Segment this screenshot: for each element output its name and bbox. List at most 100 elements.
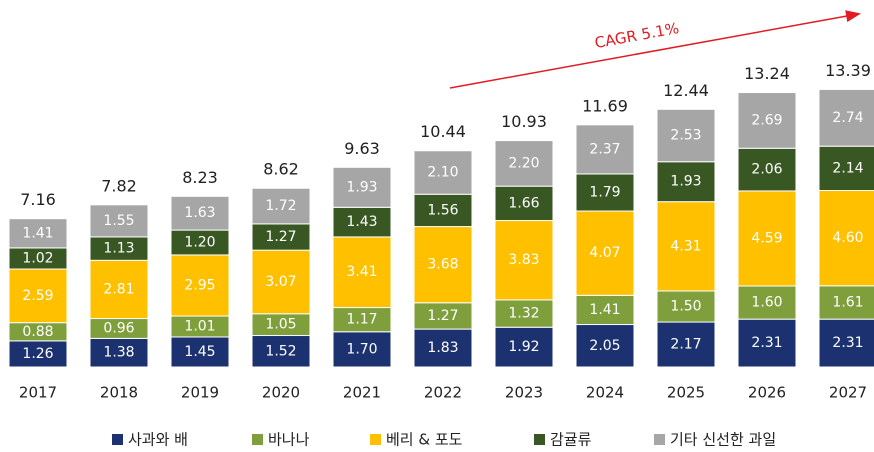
bar-segment bbox=[737, 318, 797, 368]
value-label: 1.26 bbox=[22, 346, 53, 362]
value-label: 1.17 bbox=[346, 312, 377, 328]
value-label: 1.13 bbox=[103, 241, 134, 257]
total-label: 12.44 bbox=[663, 81, 709, 100]
value-label: 1.20 bbox=[184, 235, 215, 251]
value-label: 0.88 bbox=[22, 324, 53, 340]
bar-segment bbox=[89, 337, 149, 368]
total-label: 11.69 bbox=[582, 96, 628, 115]
bar-segment bbox=[251, 187, 311, 225]
value-label: 2.06 bbox=[751, 162, 782, 178]
value-label: 1.93 bbox=[346, 179, 377, 195]
value-label: 1.83 bbox=[427, 340, 458, 356]
value-label: 1.61 bbox=[832, 294, 863, 310]
legend-label: 감귤류 bbox=[550, 431, 592, 449]
bar-segment bbox=[494, 220, 554, 301]
value-label: 2.69 bbox=[751, 112, 782, 128]
bar-segment bbox=[737, 285, 797, 320]
bar-segment bbox=[656, 201, 716, 292]
value-label: 3.68 bbox=[427, 257, 458, 273]
bar-segment bbox=[8, 268, 68, 324]
value-label: 2.31 bbox=[751, 335, 782, 351]
bar-segment bbox=[413, 226, 473, 304]
bar-segment bbox=[413, 150, 473, 195]
bar-segment bbox=[575, 210, 635, 296]
bar-segment bbox=[737, 190, 797, 287]
value-label: 1.93 bbox=[670, 174, 701, 190]
value-label: 1.56 bbox=[427, 202, 458, 218]
value-label: 1.63 bbox=[184, 205, 215, 221]
bar-segment bbox=[413, 328, 473, 368]
bar-segment bbox=[656, 161, 716, 203]
value-label: 3.07 bbox=[265, 274, 296, 290]
bar-segment bbox=[656, 290, 716, 323]
value-label: 1.72 bbox=[265, 198, 296, 214]
value-label: 4.59 bbox=[751, 230, 782, 246]
legend-swatch bbox=[534, 434, 545, 445]
x-tick-label: 2019 bbox=[181, 384, 219, 402]
bar-segment bbox=[8, 218, 68, 249]
value-label: 4.60 bbox=[832, 230, 863, 246]
value-label: 1.92 bbox=[508, 339, 539, 355]
total-label: 10.93 bbox=[501, 112, 547, 131]
value-label: 1.32 bbox=[508, 306, 539, 322]
value-label: 1.43 bbox=[346, 214, 377, 230]
value-label: 2.81 bbox=[103, 281, 134, 297]
x-tick-label: 2027 bbox=[829, 384, 867, 402]
legend-swatch bbox=[654, 434, 665, 445]
value-label: 2.59 bbox=[22, 288, 53, 304]
value-label: 2.05 bbox=[589, 338, 620, 354]
value-label: 1.60 bbox=[751, 295, 782, 311]
total-label: 8.23 bbox=[182, 168, 218, 187]
bar-segment bbox=[575, 124, 635, 175]
value-label: 2.74 bbox=[832, 110, 863, 126]
annotation: CAGR 5.1% bbox=[593, 19, 680, 52]
bar-segment bbox=[170, 195, 230, 231]
value-label: 1.38 bbox=[103, 345, 134, 361]
total-label: 10.44 bbox=[420, 122, 466, 141]
value-label: 1.27 bbox=[265, 229, 296, 245]
bar-segment bbox=[332, 206, 392, 238]
total-label: 7.82 bbox=[101, 176, 137, 195]
bar-segment bbox=[818, 88, 874, 147]
trend-arrow bbox=[449, 10, 861, 89]
value-label: 2.17 bbox=[670, 337, 701, 353]
x-tick-label: 2025 bbox=[667, 384, 705, 402]
bar-segment bbox=[413, 193, 473, 228]
value-label: 3.83 bbox=[508, 252, 539, 268]
total-label: 13.39 bbox=[825, 61, 871, 80]
total-label: 13.24 bbox=[744, 64, 790, 83]
x-tick-label: 2024 bbox=[586, 384, 624, 402]
x-tick-label: 2023 bbox=[505, 384, 543, 402]
bar-segment bbox=[494, 185, 554, 222]
bar-segment bbox=[251, 249, 311, 315]
x-tick-label: 2020 bbox=[262, 384, 300, 402]
bar-segment bbox=[575, 294, 635, 326]
value-label: 2.10 bbox=[427, 164, 458, 180]
bar-segment bbox=[656, 108, 716, 163]
value-label: 1.02 bbox=[22, 250, 53, 266]
x-tick-label: 2017 bbox=[19, 384, 57, 402]
value-label: 1.50 bbox=[670, 299, 701, 315]
bar-segment bbox=[170, 229, 230, 256]
legend-label: 베리 & 포도 bbox=[386, 431, 463, 449]
bar-segment bbox=[251, 223, 311, 251]
total-label: 9.63 bbox=[344, 139, 380, 158]
bar-segment bbox=[818, 285, 874, 320]
value-label: 2.53 bbox=[670, 128, 701, 144]
bar-segment bbox=[170, 336, 230, 368]
x-tick-label: 2026 bbox=[748, 384, 786, 402]
bar-segment bbox=[332, 236, 392, 309]
value-label: 2.20 bbox=[508, 155, 539, 171]
value-label: 2.37 bbox=[589, 141, 620, 157]
value-label: 4.07 bbox=[589, 245, 620, 261]
bar-segment bbox=[170, 254, 230, 317]
value-label: 1.01 bbox=[184, 319, 215, 335]
value-label: 1.27 bbox=[427, 308, 458, 324]
bar-segment bbox=[494, 299, 554, 328]
bar-segment bbox=[332, 307, 392, 333]
value-label: 1.05 bbox=[265, 317, 296, 333]
x-tick-label: 2022 bbox=[424, 384, 462, 402]
bar-segment bbox=[89, 259, 149, 320]
bar-segment bbox=[332, 166, 392, 208]
value-label: 1.66 bbox=[508, 195, 539, 211]
